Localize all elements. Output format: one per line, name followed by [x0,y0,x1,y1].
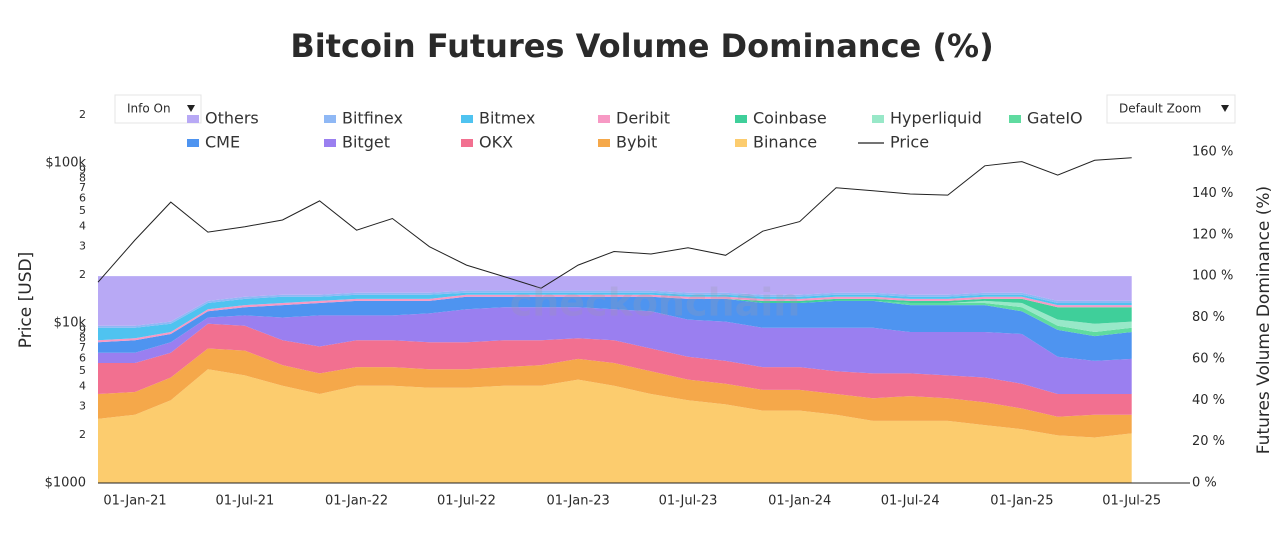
x-tick-label: 01-Jul-23 [659,494,718,509]
y-tick-label: 3 [79,400,86,413]
x-tick-label: 01-Jul-25 [1102,494,1161,509]
y-tick-label: 9 [79,163,86,176]
y-tick-label: 8 [79,332,86,345]
price-line [97,157,1132,289]
y-tick-label: 3 [79,240,86,253]
plot-area [97,157,1190,484]
zoom-button[interactable]: Default Zoom [1106,94,1236,124]
y-axis-title: Price [USD] [16,252,36,348]
y2-tick-label: 120 % [1192,227,1233,242]
x-tick-label: 01-Jul-24 [881,494,940,509]
legend-label: Hyperliquid [890,109,982,128]
y-tick-label: 2 [79,108,86,121]
x-tick-label: 01-Jan-22 [325,494,388,509]
y-tick-label: 4 [79,220,86,233]
legend-marker [872,115,884,123]
y-tick-label: 2 [79,268,86,281]
legend-marker [461,139,473,147]
legend-marker [735,115,747,123]
area-series [98,294,1132,343]
legend-marker [324,115,336,123]
legend-marker [187,115,199,123]
area-series [98,276,1132,326]
y-tick-label: 2 [79,428,86,441]
y-tick-label: 5 [79,364,86,377]
legend-label: Bitfinex [342,109,403,128]
legend-label: OKX [479,133,513,152]
y-tick-label: $1000 [45,476,86,491]
area-series [98,290,1132,328]
y-tick-label: $100k [45,156,86,171]
zoom-button-label[interactable]: Default Zoom [1119,102,1201,116]
y-tick-label: 8 [79,172,86,185]
y2-tick-label: 0 % [1192,476,1217,491]
x-tick-label: 01-Jul-21 [215,494,274,509]
area-series [98,323,1132,417]
legend-marker [187,139,199,147]
info-button[interactable]: Info On [114,94,202,124]
y2-axis-title: Futures Volume Dominance (%) [1254,186,1274,454]
legend-label: Bybit [616,133,657,152]
x-tick-label: 01-Jan-21 [103,494,166,509]
y2-tick-label: 160 % [1192,145,1233,160]
zoom-button-box[interactable] [1106,94,1236,124]
legend-marker [598,115,610,123]
legend-label: Others [205,109,259,128]
y2-tick-label: 140 % [1192,186,1233,201]
area-series [98,307,1132,394]
y2-tick-label: 60 % [1192,351,1225,366]
legend-label: Bitget [342,133,390,152]
legend-marker [461,115,473,123]
y-tick-label: $10k [54,316,87,331]
y2-tick-label: 40 % [1192,393,1225,408]
y2-tick-label: 100 % [1192,269,1233,284]
legend-label: GateIO [1027,109,1083,128]
area-series [98,369,1132,483]
legend-marker [324,139,336,147]
y-tick-label: 4 [79,380,86,393]
info-button-box[interactable] [114,94,202,124]
y-tick-label: 5 [79,204,86,217]
dropdown-arrow[interactable] [187,105,195,112]
info-button-label[interactable]: Info On [127,102,171,116]
y-tick-label: 7 [79,181,86,194]
legend-label: Price [890,133,929,152]
legend-label: Deribit [616,109,670,128]
y2-tick-label: 20 % [1192,434,1225,449]
x-tick-label: 01-Jan-23 [547,494,610,509]
dropdown-arrow[interactable] [1221,105,1229,112]
area-series [98,292,1132,341]
y-tick-label: 7 [79,341,86,354]
legend-label: Coinbase [753,109,827,128]
y-tick-label: 6 [79,191,86,204]
legend-marker [598,139,610,147]
legend-label: CME [205,133,240,152]
legend-marker [1009,115,1021,123]
watermark: checkonchain [510,281,801,325]
area-series [98,296,1132,361]
legend-marker [735,139,747,147]
area-series [98,296,1132,343]
legend-label: Binance [753,133,817,152]
x-tick-label: 01-Jul-22 [437,494,496,509]
y-tick-label: 9 [79,323,86,336]
chart-title: Bitcoin Futures Volume Dominance (%) [290,27,993,65]
y-tick-label: 6 [79,351,86,364]
x-tick-label: 01-Jan-25 [990,494,1053,509]
area-series [98,348,1132,438]
x-tick-label: 01-Jan-24 [768,494,831,509]
legend-label: Bitmex [479,109,535,128]
y2-tick-label: 80 % [1192,310,1225,325]
